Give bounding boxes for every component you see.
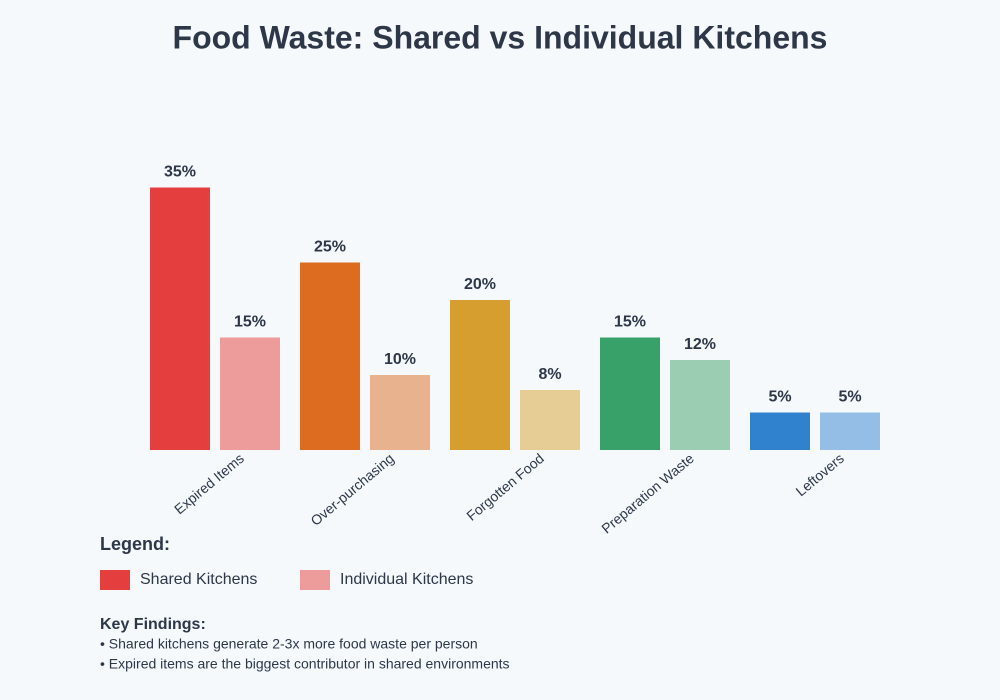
value-label: 5% (768, 389, 791, 406)
value-label: 20% (464, 276, 496, 293)
bar (520, 390, 580, 450)
value-label: 25% (314, 239, 346, 256)
bar (370, 375, 430, 450)
bar (450, 300, 510, 450)
value-label: 35% (164, 164, 196, 181)
value-label: 15% (614, 314, 646, 331)
chart-title: Food Waste: Shared vs Individual Kitchen… (173, 19, 828, 55)
legend-label: Individual Kitchens (340, 571, 473, 588)
bar (750, 412, 810, 450)
bar (670, 360, 730, 450)
findings-title: Key Findings: (100, 616, 206, 633)
value-label: 12% (684, 336, 716, 353)
bar (300, 262, 360, 450)
legend-title: Legend: (100, 534, 170, 554)
bar (220, 337, 280, 450)
finding-item: • Expired items are the biggest contribu… (100, 656, 510, 672)
value-label: 8% (538, 366, 561, 383)
value-label: 5% (838, 389, 861, 406)
value-label: 15% (234, 314, 266, 331)
legend-swatch (300, 570, 330, 590)
finding-item: • Shared kitchens generate 2-3x more foo… (100, 636, 478, 652)
bar (600, 337, 660, 450)
bar (820, 412, 880, 450)
legend-label: Shared Kitchens (140, 571, 257, 588)
bar (150, 187, 210, 450)
value-label: 10% (384, 351, 416, 368)
legend-swatch (100, 570, 130, 590)
